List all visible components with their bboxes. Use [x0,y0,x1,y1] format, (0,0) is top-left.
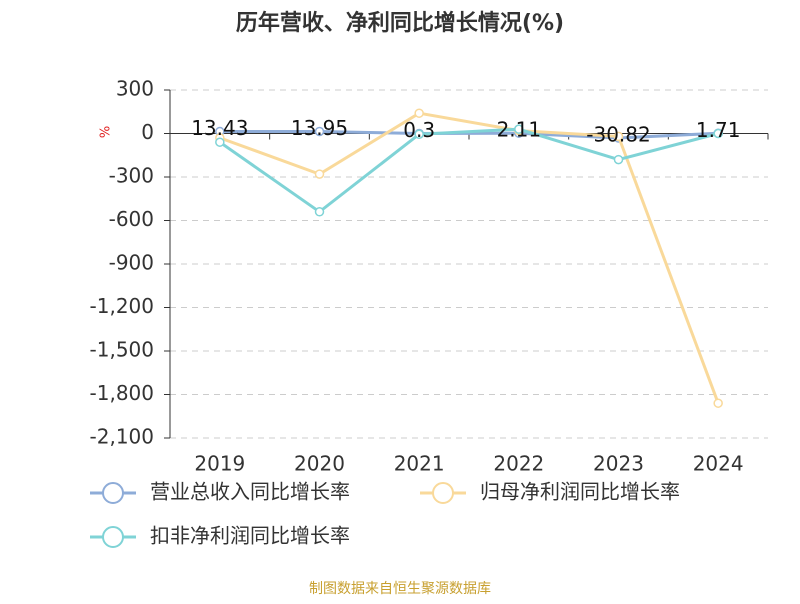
legend-marker [432,482,454,504]
data-point [613,131,624,142]
data-label: 13.43 [191,116,248,140]
x-tick-label: 2019 [194,452,245,476]
y-tick-label: -1,500 [90,338,154,362]
data-label: 1.71 [696,118,741,142]
x-tick-label: 2020 [294,452,345,476]
data-point [414,129,424,139]
legend-marker [102,482,124,504]
legend-label: 归母净利润同比增长率 [480,480,680,504]
series-line [219,129,719,140]
data-point [314,207,325,217]
legend-label: 营业总收入同比增长率 [150,480,350,504]
y-tick-label: -600 [109,207,154,231]
data-point [314,126,325,137]
chart-title: 历年营收、净利同比增长情况(%) [236,10,564,36]
data-point [514,124,524,134]
y-tick-label: -1,200 [90,294,154,318]
series-line [219,111,720,404]
x-tick-label: 2024 [693,452,744,476]
y-tick-label: 300 [116,77,154,101]
data-point [713,398,723,408]
x-tick-label: 2022 [493,452,544,476]
y-tick-label: -2,100 [90,425,154,449]
data-point [314,169,325,179]
x-tick-label: 2023 [593,452,644,476]
x-tick-label: 2021 [394,452,445,476]
data-label: -30.82 [586,122,650,146]
y-tick-label: 0 [141,120,154,144]
legend-marker [102,526,124,548]
data-label: 13.95 [291,116,348,140]
data-point [613,154,624,165]
data-point [215,137,225,147]
y-tick-label: -300 [109,164,154,188]
source-note: 制图数据来自恒生聚源数据库 [309,581,491,597]
data-point [414,108,424,118]
data-label: 0.3 [403,118,435,142]
y-axis-label: % [99,126,114,138]
y-tick-label: -1,800 [90,381,154,405]
legend-label: 扣非净利润同比增长率 [150,524,350,548]
data-label: 2.11 [497,118,542,142]
series-line [218,127,719,214]
data-point [713,128,723,139]
y-tick-label: -900 [109,251,154,275]
